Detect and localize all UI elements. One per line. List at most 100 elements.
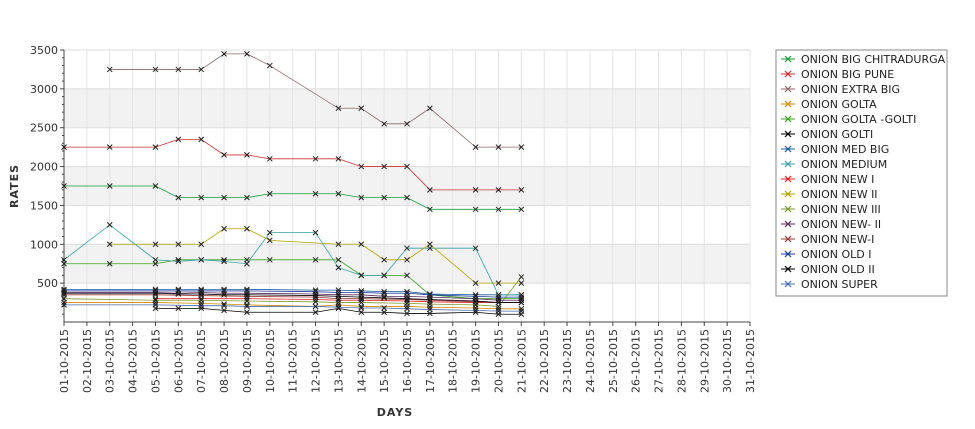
legend-item: ONION GOLTA -GOLTI	[781, 113, 916, 126]
data-point	[472, 280, 479, 286]
data-point	[358, 194, 365, 201]
data-point	[312, 298, 319, 305]
legend-label: ONION BIG PUNE	[801, 68, 894, 81]
legend-label: ONION GOLTA -GOLTI	[801, 113, 916, 126]
x-tick-labels: 01-10-2015 02-10-2015 03-10-2015 04-10-2015…	[58, 329, 757, 393]
data-point	[518, 274, 525, 280]
data-point	[404, 256, 410, 263]
legend-item: ONION NEW- II	[781, 218, 881, 231]
data-point	[518, 305, 525, 312]
legend-label: ONION BIG CHITRADURGA	[801, 53, 946, 66]
legend-item: ONION MED BIG	[781, 143, 889, 156]
data-point	[358, 309, 365, 316]
x-tick-label: 13-10-2015	[332, 329, 345, 393]
data-point	[312, 155, 319, 162]
data-point	[244, 194, 250, 201]
data-point	[221, 51, 227, 57]
data-point	[244, 298, 250, 304]
data-point	[198, 241, 205, 248]
x-tick-label: 03-10-2015	[104, 329, 117, 393]
data-point	[358, 294, 365, 300]
legend-marker	[784, 100, 792, 108]
legend-item: ONION SUPER	[781, 278, 878, 291]
data-point	[358, 241, 365, 248]
x-tick-label: 07-10-2015	[195, 329, 208, 393]
data-point	[358, 305, 365, 311]
x-tick-label: 22-10-2015	[538, 329, 551, 393]
legend-marker	[784, 235, 792, 243]
y-tick-label: 2500	[30, 122, 58, 135]
data-point	[404, 295, 410, 302]
x-tick-label: 05-10-2015	[149, 329, 162, 393]
data-point	[518, 206, 525, 213]
data-point	[244, 291, 250, 298]
data-point	[495, 206, 502, 213]
data-point	[495, 305, 502, 312]
y-tick-label: 3000	[30, 83, 58, 96]
y-tick-label: 3500	[30, 44, 58, 57]
x-tick-label: 10-10-2015	[264, 329, 277, 393]
x-tick-label: 17-10-2015	[424, 329, 437, 393]
x-tick-label: 08-10-2015	[218, 329, 231, 393]
data-point	[381, 295, 387, 301]
data-point	[244, 152, 250, 158]
data-point	[404, 120, 410, 127]
data-point	[427, 241, 433, 248]
data-point	[61, 183, 67, 189]
legend-item: ONION EXTRA BIG	[781, 83, 900, 96]
data-point	[152, 302, 159, 308]
data-point	[495, 187, 502, 193]
data-point	[221, 307, 227, 314]
data-point	[61, 290, 67, 297]
data-point	[152, 297, 159, 304]
data-point	[335, 305, 342, 312]
data-point	[427, 297, 433, 304]
data-point	[152, 183, 159, 189]
legend-marker	[784, 250, 792, 258]
data-point	[175, 305, 182, 312]
data-point	[472, 187, 479, 193]
x-tick-label: 23-10-2015	[561, 329, 574, 393]
x-tick-label: 16-10-2015	[401, 329, 414, 393]
legend-marker	[784, 145, 792, 153]
series-line	[64, 294, 522, 303]
series-1	[61, 136, 525, 193]
x-tick-label: 24-10-2015	[584, 329, 597, 393]
data-point	[358, 272, 365, 279]
data-point	[335, 105, 342, 112]
data-point	[335, 241, 342, 248]
legend-label: ONION EXTRA BIG	[801, 83, 900, 96]
x-tick-label: 11-10-2015	[287, 329, 300, 393]
x-tick-label: 02-10-2015	[81, 329, 94, 393]
data-point	[152, 290, 159, 297]
data-point	[221, 258, 227, 265]
legend-box	[775, 49, 948, 297]
data-point	[106, 222, 113, 228]
data-point	[244, 225, 250, 232]
series-line	[155, 307, 522, 315]
data-point	[61, 144, 67, 150]
legend-marker	[784, 205, 792, 213]
x-tick-label: 14-10-2015	[355, 329, 368, 393]
data-point	[266, 237, 273, 244]
data-point	[152, 256, 159, 263]
x-tick-label: 01-10-2015	[58, 329, 71, 393]
series-lines	[61, 51, 525, 318]
x-axis-title: DAYS	[377, 406, 413, 419]
data-point	[266, 155, 273, 162]
series-2	[106, 51, 525, 150]
data-point	[518, 299, 525, 306]
data-point	[244, 260, 250, 267]
data-point	[244, 303, 250, 310]
data-point	[198, 297, 205, 304]
data-point	[495, 280, 502, 286]
data-point	[335, 264, 342, 271]
data-point	[472, 206, 479, 213]
data-point	[61, 288, 67, 294]
data-point	[518, 280, 525, 286]
legend-marker	[784, 115, 792, 123]
x-tick-label: 25-10-2015	[607, 329, 620, 393]
legend-marker	[784, 265, 792, 273]
data-point	[106, 66, 113, 73]
data-point	[404, 194, 410, 201]
